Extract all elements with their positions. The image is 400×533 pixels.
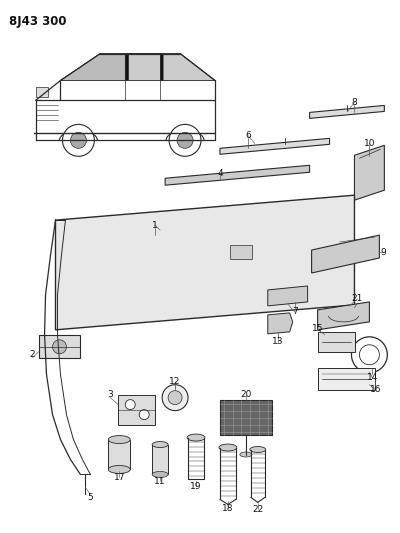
Bar <box>318 332 356 352</box>
Text: 7: 7 <box>292 308 298 317</box>
Text: 5: 5 <box>88 493 93 502</box>
Circle shape <box>352 337 387 373</box>
Polygon shape <box>268 313 293 334</box>
Circle shape <box>62 124 94 156</box>
Text: 16: 16 <box>370 385 381 394</box>
Bar <box>220 400 272 434</box>
Ellipse shape <box>240 452 252 457</box>
Text: 10: 10 <box>364 139 375 148</box>
Circle shape <box>139 410 149 419</box>
Circle shape <box>360 345 379 365</box>
Text: 12: 12 <box>169 377 181 386</box>
Ellipse shape <box>152 441 168 448</box>
Polygon shape <box>220 139 330 154</box>
Ellipse shape <box>108 435 130 443</box>
Text: 13: 13 <box>272 337 284 346</box>
Text: 21: 21 <box>352 294 363 303</box>
Text: 2: 2 <box>30 350 35 359</box>
Polygon shape <box>165 165 310 185</box>
Circle shape <box>52 340 66 354</box>
Text: 9: 9 <box>380 247 386 256</box>
Polygon shape <box>318 302 370 330</box>
Polygon shape <box>268 286 308 306</box>
Text: 17: 17 <box>114 473 125 482</box>
Polygon shape <box>163 53 215 80</box>
Bar <box>36 87 48 98</box>
Ellipse shape <box>108 465 130 473</box>
Ellipse shape <box>152 472 168 478</box>
Ellipse shape <box>250 447 266 453</box>
Polygon shape <box>118 394 155 425</box>
Circle shape <box>177 132 193 148</box>
Circle shape <box>169 124 201 156</box>
Text: 8: 8 <box>352 98 357 107</box>
Polygon shape <box>108 440 130 470</box>
Text: 1: 1 <box>152 221 158 230</box>
Text: 8J43 300: 8J43 300 <box>9 15 66 28</box>
Text: 11: 11 <box>154 477 166 486</box>
Bar <box>230 245 252 259</box>
Text: 22: 22 <box>252 505 264 514</box>
Text: 19: 19 <box>190 482 202 491</box>
Text: 18: 18 <box>222 504 234 513</box>
Polygon shape <box>38 335 80 358</box>
Circle shape <box>70 132 86 148</box>
Polygon shape <box>60 53 215 80</box>
Polygon shape <box>128 53 160 80</box>
Bar <box>318 368 375 390</box>
Text: 15: 15 <box>312 325 323 333</box>
Polygon shape <box>60 53 125 80</box>
Circle shape <box>125 400 135 410</box>
Polygon shape <box>312 235 379 273</box>
Polygon shape <box>56 195 354 330</box>
Polygon shape <box>354 146 384 200</box>
Polygon shape <box>310 106 384 118</box>
Text: 6: 6 <box>245 131 251 140</box>
Text: 20: 20 <box>240 390 252 399</box>
Ellipse shape <box>219 444 237 451</box>
Text: 3: 3 <box>108 390 113 399</box>
Circle shape <box>162 385 188 410</box>
Circle shape <box>168 391 182 405</box>
Polygon shape <box>152 445 168 474</box>
Text: 4: 4 <box>217 169 223 177</box>
Text: 14: 14 <box>367 373 378 382</box>
Ellipse shape <box>187 434 205 441</box>
